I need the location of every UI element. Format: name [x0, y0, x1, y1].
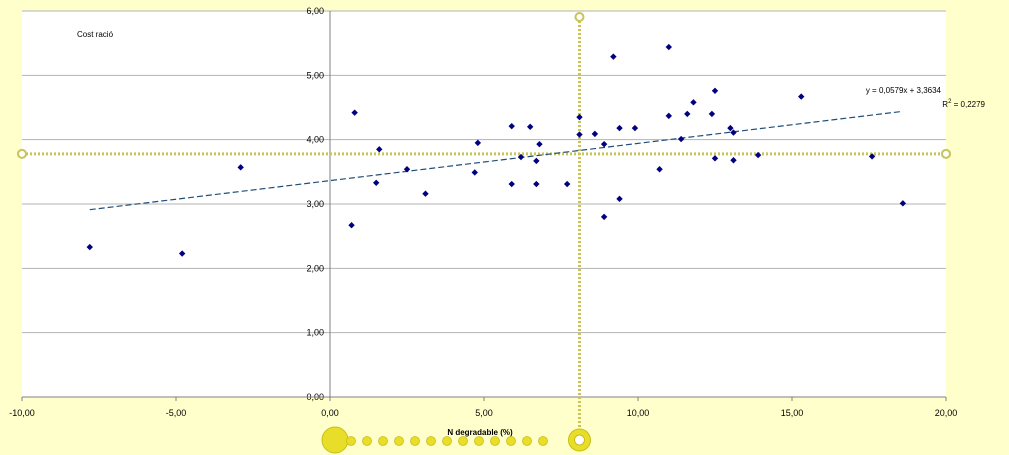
- data-point: [351, 109, 358, 116]
- data-point: [533, 157, 540, 165]
- data-point: [665, 112, 672, 120]
- x-tick-label: 10,00: [627, 408, 650, 418]
- y-tick-label: 2,00: [306, 263, 324, 273]
- data-point: [600, 140, 608, 148]
- data-point: [422, 190, 429, 197]
- x-tick-label: -5,00: [166, 408, 187, 418]
- trendline-equation: y = 0,0579x + 3,3634: [866, 86, 942, 95]
- data-point: [798, 93, 805, 100]
- trendline: [89, 110, 903, 211]
- data-point: [754, 151, 762, 159]
- data-point: [508, 180, 515, 188]
- data-point: [508, 122, 515, 130]
- data-point: [708, 110, 716, 118]
- data-point: [684, 110, 691, 118]
- data-point: [563, 180, 571, 188]
- slider-dot: [490, 436, 500, 446]
- x-tick-label: 15,00: [781, 408, 804, 418]
- slider-dot: [538, 436, 548, 446]
- data-point: [711, 155, 719, 162]
- y-tick-label: 6,00: [306, 6, 324, 16]
- data-point: [631, 124, 639, 132]
- reference-handle-top[interactable]: [574, 12, 585, 22]
- trendline-r-squared: R2 = 0,2279: [942, 99, 985, 109]
- data-point: [677, 135, 685, 143]
- slider-dot: [522, 436, 532, 446]
- x-axis-title: N degradable (%): [447, 428, 513, 437]
- chart-title: Cost ració: [77, 30, 114, 39]
- slider-dot: [458, 436, 468, 446]
- data-point: [373, 179, 380, 186]
- data-point: [656, 166, 663, 173]
- data-point: [616, 124, 623, 132]
- slider-dot: [362, 436, 372, 446]
- data-point: [591, 130, 599, 138]
- data-point: [178, 250, 186, 257]
- data-point: [536, 140, 543, 148]
- data-point: [610, 53, 617, 60]
- data-point: [86, 243, 93, 251]
- data-point: [711, 87, 719, 94]
- slider-dot: [378, 436, 388, 446]
- data-point: [899, 200, 907, 207]
- x-tick-label: 5,00: [475, 408, 493, 418]
- slider-dot: [442, 436, 452, 446]
- slider-dot: [426, 436, 436, 446]
- data-point: [237, 164, 244, 171]
- data-point: [403, 166, 411, 173]
- data-point: [471, 169, 478, 176]
- data-point: [348, 222, 355, 229]
- data-point: [474, 139, 482, 147]
- data-point: [533, 180, 540, 188]
- data-point: [727, 124, 734, 132]
- x-tick-label: -10,00: [9, 408, 35, 418]
- data-point: [690, 99, 697, 106]
- data-point: [730, 129, 737, 136]
- slider-dot: [410, 436, 420, 446]
- data-point: [576, 113, 583, 121]
- data-point: [600, 213, 608, 221]
- data-point: [376, 146, 383, 153]
- y-tick-label: 3,00: [306, 199, 324, 209]
- data-point: [527, 123, 534, 130]
- slider-dot: [394, 436, 404, 446]
- y-tick-label: 4,00: [306, 135, 324, 145]
- data-point: [868, 153, 876, 160]
- y-tick-label: 5,00: [306, 70, 324, 80]
- slider-dot: [474, 436, 484, 446]
- y-tick-label: 1,00: [306, 328, 324, 338]
- data-point: [517, 153, 525, 161]
- slider-start-knob[interactable]: [321, 426, 349, 454]
- slider-end-knob-center: [573, 434, 585, 446]
- data-point: [730, 157, 737, 164]
- data-point: [576, 131, 583, 138]
- reference-handle-right[interactable]: [941, 148, 951, 159]
- slider-dot: [506, 436, 516, 446]
- x-tick-label: 20,00: [935, 408, 958, 418]
- data-point: [665, 43, 672, 51]
- data-point: [616, 195, 623, 203]
- x-tick-label: 0,00: [321, 408, 339, 418]
- reference-handle-left[interactable]: [17, 148, 27, 159]
- slider-dot: [346, 436, 356, 446]
